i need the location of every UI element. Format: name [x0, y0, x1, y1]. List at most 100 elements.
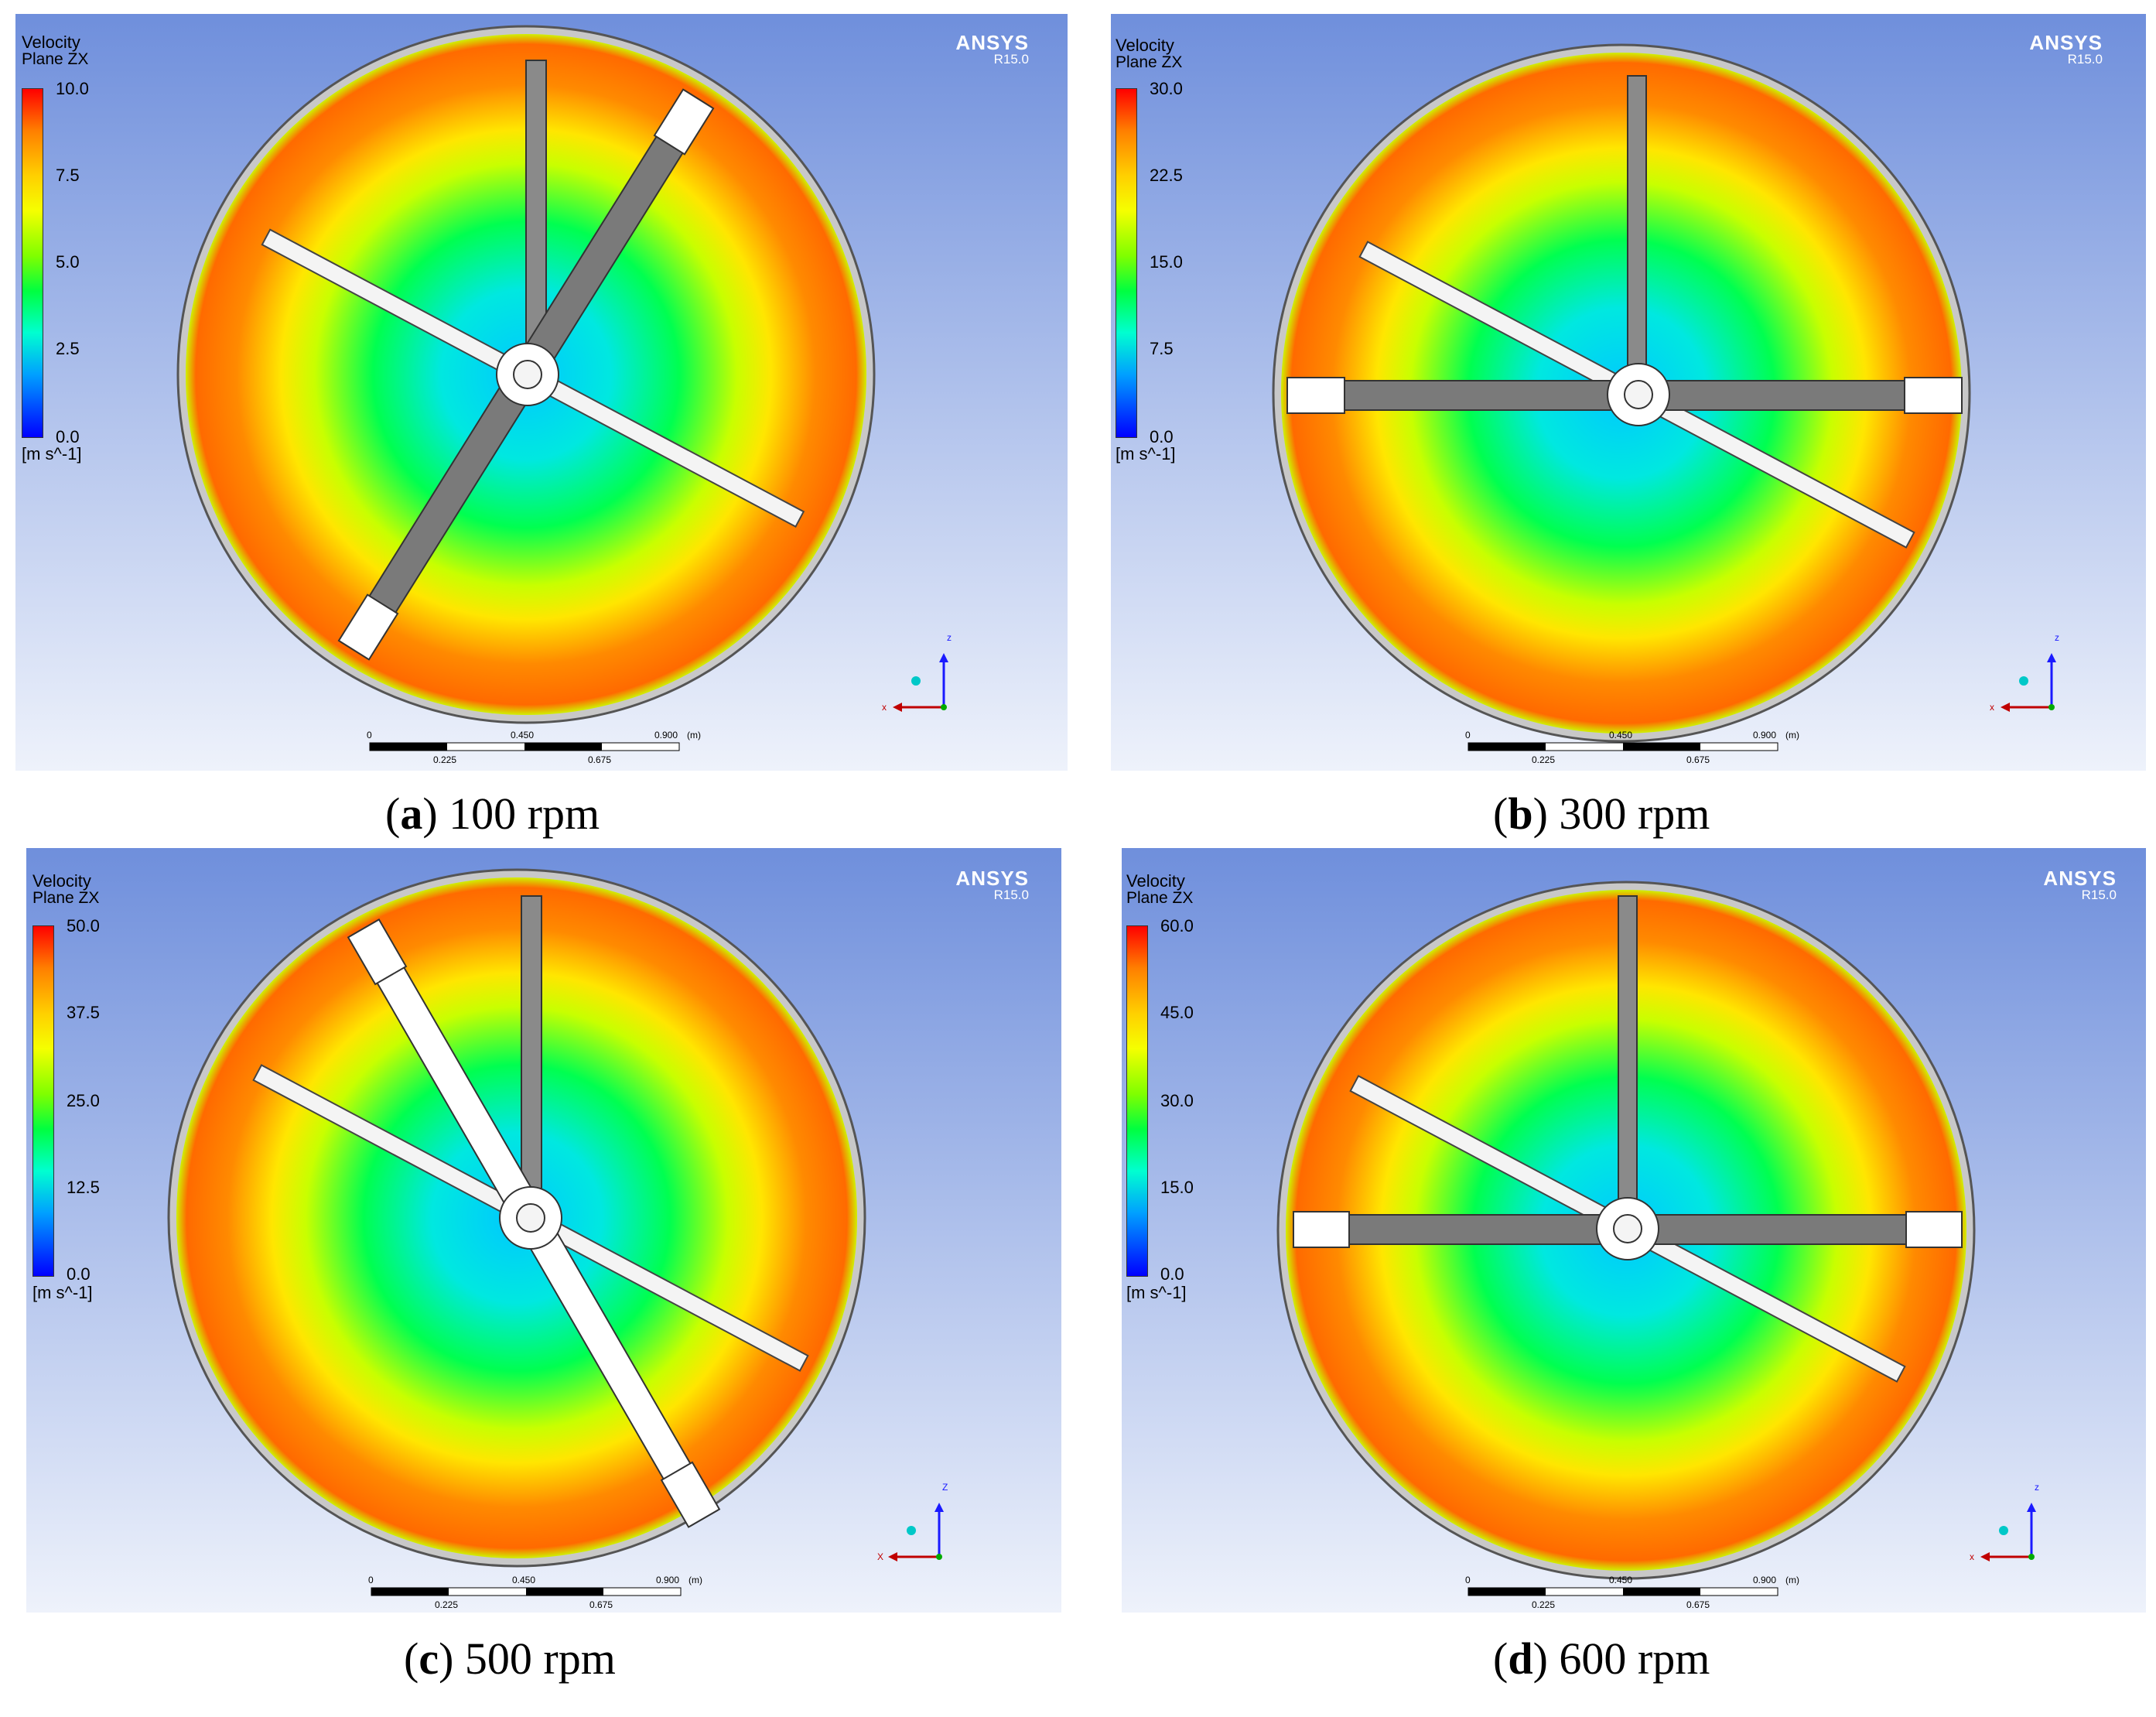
- scale-label: 0.450: [511, 730, 535, 740]
- scale-label: 0.450: [1609, 1575, 1633, 1585]
- legend-unit: [m s^-1]: [1126, 1283, 1187, 1302]
- z-axis-label: Z: [942, 1482, 948, 1493]
- legend-tick: 50.0: [67, 916, 100, 935]
- legend-tick: 30.0: [1150, 79, 1183, 98]
- panel-a: Velocity Plane ZX 10.0 7.5 5.0 2.5 0.0 […: [15, 14, 1068, 771]
- caption-d: (d) 600 rpm: [1493, 1633, 1710, 1684]
- scale-label: 0.675: [589, 1599, 613, 1610]
- x-axis-label: x: [882, 702, 887, 713]
- legend-color-bar: [1126, 925, 1148, 1277]
- legend-tick: 0.0: [56, 427, 80, 446]
- scale-label: 0.450: [1609, 730, 1633, 740]
- caption-a: (a) 100 rpm: [385, 788, 600, 839]
- legend-tick: 22.5: [1150, 166, 1183, 185]
- scale-label: 0.225: [435, 1599, 459, 1610]
- legend-tick: 2.5: [56, 339, 80, 358]
- scale-label: 0: [1465, 1575, 1471, 1585]
- scale-label: 0.450: [512, 1575, 536, 1585]
- legend-tick: 5.0: [56, 252, 80, 272]
- panel-d-graphic: [1122, 848, 2146, 1613]
- legend-tick: 0.0: [67, 1264, 91, 1284]
- x-axis-label: X: [877, 1551, 884, 1562]
- scale-label: 0.225: [1532, 1599, 1556, 1610]
- legend-tick: 60.0: [1160, 916, 1194, 935]
- scale-label: 0.900: [656, 1575, 680, 1585]
- hub-shaft: [1624, 380, 1653, 409]
- scale-label: 0: [367, 730, 372, 740]
- ansys-logo: ANSYS R15.0: [955, 867, 1029, 902]
- z-axis-label: z: [947, 632, 952, 643]
- blade-up: [525, 60, 547, 355]
- legend-tick: 7.5: [56, 166, 80, 185]
- legend-unit: [m s^-1]: [1116, 444, 1176, 463]
- panel-d: Velocity Plane ZX 60.0 45.0 30.0 15.0 0.…: [1122, 848, 2146, 1613]
- legend-tick: 7.5: [1150, 339, 1174, 358]
- blade-up: [521, 895, 542, 1206]
- legend-title: Velocity Plane ZX: [1126, 871, 1194, 907]
- blade-tip-right: [1905, 1211, 1963, 1248]
- z-axis-label: z: [2055, 632, 2059, 643]
- ansys-logo: ANSYS R15.0: [2029, 31, 2103, 67]
- caption-c: (c) 500 rpm: [404, 1633, 616, 1684]
- scale-label: (m): [687, 730, 701, 740]
- legend-unit: [m s^-1]: [22, 444, 82, 463]
- scale-label: 0.675: [588, 754, 612, 765]
- blade-tip-left: [1286, 377, 1345, 414]
- hub-shaft: [513, 360, 542, 389]
- scale-label: 0.225: [1532, 754, 1556, 765]
- scale-label: 0.900: [1753, 1575, 1777, 1585]
- blade-tip-right: [1904, 377, 1963, 414]
- scale-label: 0.675: [1686, 1599, 1710, 1610]
- legend-tick: 15.0: [1160, 1178, 1194, 1197]
- scale-label: 0: [368, 1575, 374, 1585]
- ansys-logo: ANSYS R15.0: [955, 31, 1029, 67]
- scale-label: (m): [1785, 1575, 1799, 1585]
- legend-tick: 0.0: [1150, 427, 1174, 446]
- legend-title: Velocity Plane ZX: [22, 32, 89, 68]
- blade-tip-left: [1293, 1211, 1350, 1248]
- legend-tick: 12.5: [67, 1178, 100, 1197]
- blade-tip-upper: [653, 88, 715, 156]
- legend-tick: 37.5: [67, 1003, 100, 1022]
- legend-tick: 0.0: [1160, 1264, 1184, 1284]
- axis-origin-marker: [1999, 1526, 2008, 1535]
- panel-c: Velocity Plane ZX 50.0 37.5 25.0 12.5 0.…: [26, 848, 1061, 1613]
- scale-label: 0.900: [654, 730, 678, 740]
- blade-tip-upper: [347, 918, 408, 986]
- blade-up: [1618, 895, 1638, 1206]
- blade-tip-lower: [660, 1461, 721, 1528]
- scale-label: (m): [688, 1575, 702, 1585]
- blade-up: [1627, 75, 1647, 378]
- x-axis-label: x: [1990, 702, 1994, 713]
- legend-color-bar: [22, 88, 43, 438]
- panel-a-graphic: [15, 14, 1068, 771]
- blade-tip-lower: [337, 593, 399, 661]
- scale-label: 0.675: [1686, 754, 1710, 765]
- scale-label: 0.900: [1753, 730, 1777, 740]
- hub-shaft: [1613, 1214, 1642, 1243]
- ansys-logo: ANSYS R15.0: [2043, 867, 2117, 902]
- z-axis-label: z: [2035, 1482, 2039, 1493]
- x-axis-label: x: [1970, 1551, 1974, 1562]
- caption-b: (b) 300 rpm: [1493, 788, 1710, 839]
- legend-color-bar: [1116, 88, 1137, 438]
- hub-shaft: [516, 1203, 545, 1233]
- axis-origin-marker: [2019, 676, 2028, 686]
- axis-origin-marker: [911, 676, 921, 686]
- legend-tick: 10.0: [56, 79, 89, 98]
- legend-title: Velocity Plane ZX: [1116, 36, 1183, 71]
- scale-label: 0: [1465, 730, 1471, 740]
- legend-title: Velocity Plane ZX: [32, 871, 100, 907]
- scale-label: (m): [1785, 730, 1799, 740]
- panel-b-graphic: [1111, 14, 2146, 771]
- legend-tick: 30.0: [1160, 1091, 1194, 1110]
- axis-origin-marker: [907, 1526, 916, 1535]
- legend-tick: 45.0: [1160, 1003, 1194, 1022]
- scale-label: 0.225: [433, 754, 457, 765]
- legend-tick: 15.0: [1150, 252, 1183, 272]
- legend-unit: [m s^-1]: [32, 1283, 93, 1302]
- legend-color-bar: [32, 925, 54, 1277]
- panel-b: Velocity Plane ZX 30.0 22.5 15.0 7.5 0.0…: [1111, 14, 2146, 771]
- panel-c-graphic: [26, 848, 1061, 1613]
- legend-tick: 25.0: [67, 1091, 100, 1110]
